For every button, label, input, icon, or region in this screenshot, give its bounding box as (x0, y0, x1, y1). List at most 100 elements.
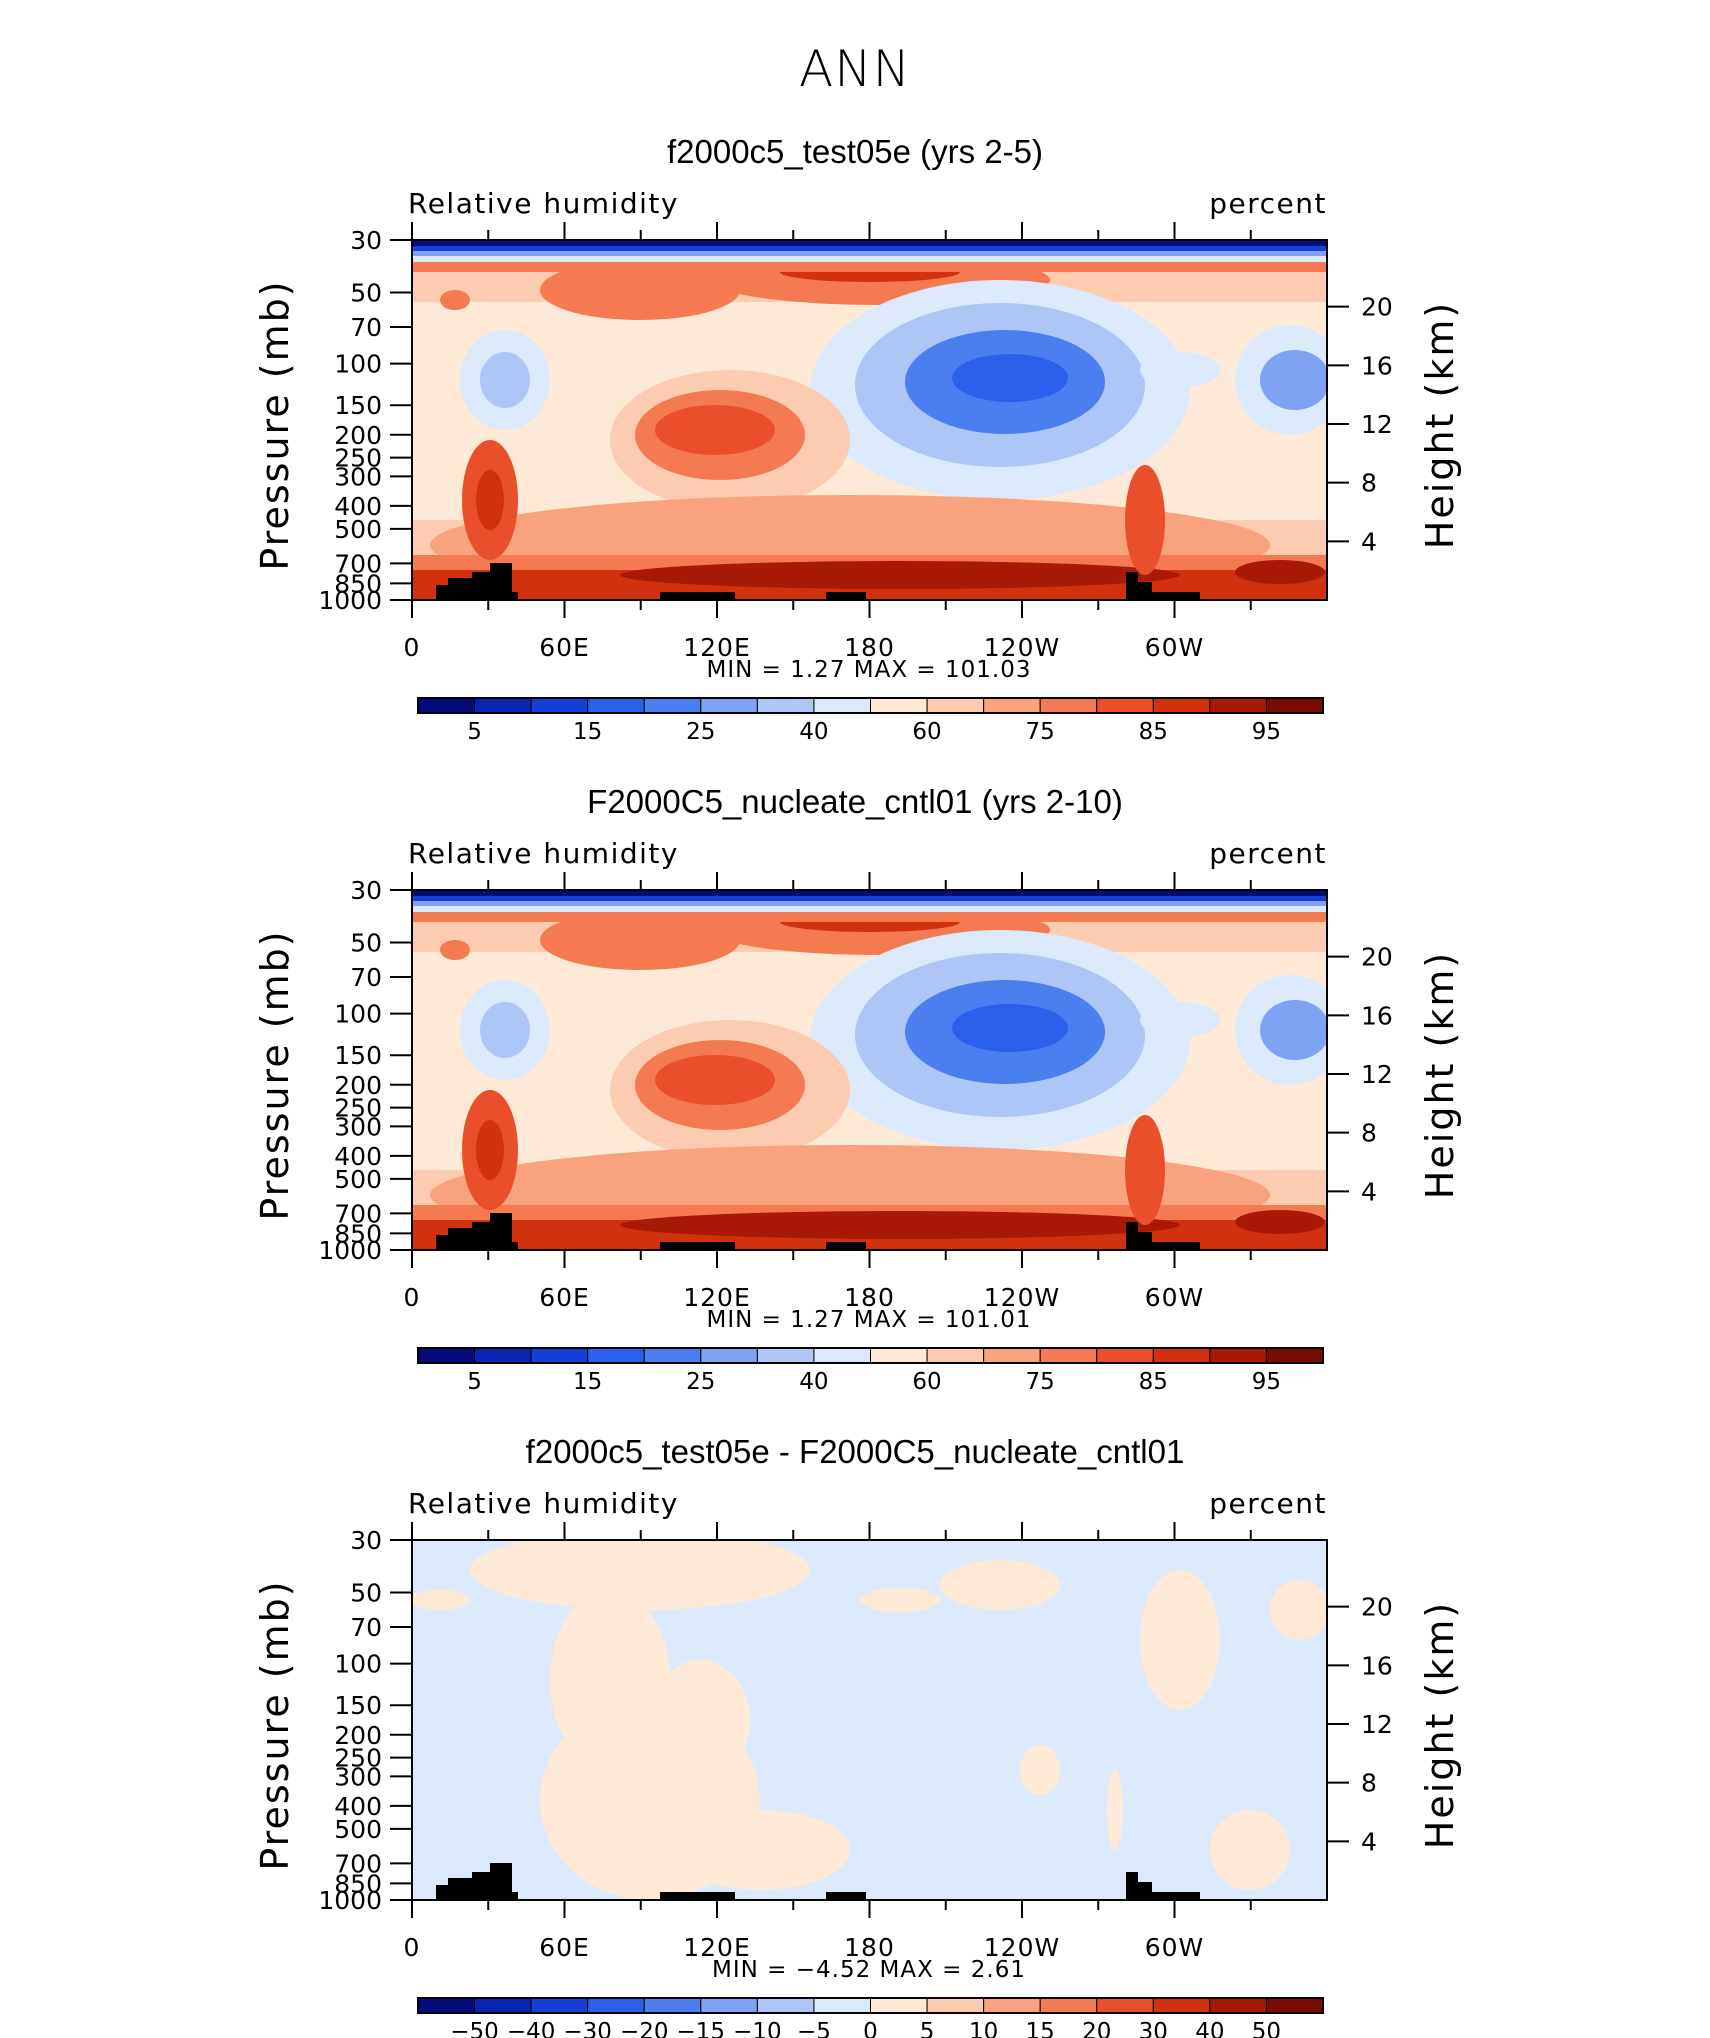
boundary-moist-5 (620, 561, 1180, 589)
strat-dry-1 (412, 240, 1327, 246)
colorbar-frame (417, 1997, 1324, 2014)
colorbar-label: 25 (686, 719, 715, 745)
y-tick-label: 500 (334, 1815, 382, 1844)
strat-dry-3 (412, 901, 1327, 906)
dry-zone-4 (952, 354, 1068, 402)
left-field-label: Relative humidity (408, 1487, 679, 1520)
x-tick-label: 180 (844, 633, 895, 662)
colorbar-label: 40 (799, 1369, 828, 1395)
y-tick-label: 1000 (318, 1886, 382, 1915)
y-tick-label: 100 (334, 1000, 382, 1029)
colorbar-box (870, 1997, 928, 2014)
y2-tick-label: 16 (1361, 1001, 1393, 1030)
y-axis-title: Pressure (mb) (253, 279, 297, 570)
colorbar-box (983, 1997, 1041, 2014)
colorbar-label: 40 (1195, 2019, 1224, 2038)
y2-tick-label: 20 (1361, 943, 1393, 972)
colorbar-label: 60 (912, 1369, 941, 1395)
colorbar-label: 5 (920, 2019, 935, 2038)
africa-plume-core (476, 1120, 504, 1180)
y2-axis-title: Height (km) (1418, 951, 1462, 1199)
colorbar-label: 15 (1026, 2019, 1055, 2038)
y-axis-title: Pressure (mb) (253, 929, 297, 1220)
boundary-moist-5 (1235, 560, 1325, 584)
y2-tick-label: 12 (1361, 410, 1393, 439)
y-tick-label: 100 (334, 350, 382, 379)
colorbar-box (1152, 1997, 1211, 2014)
x-tick-label: 0 (404, 1933, 421, 1962)
colorbar-label: 25 (686, 1369, 715, 1395)
upper-moist-spot (440, 940, 470, 960)
positive-anomaly (670, 1810, 850, 1890)
y-tick-label: 400 (334, 1792, 382, 1821)
terrain-andes (1126, 572, 1200, 600)
left-field-label: Relative humidity (408, 187, 679, 220)
panel-1-chart: Relative humidity percent 0 60E 120E 180 120W 6… (253, 187, 1462, 745)
y2-tick-label: 8 (1361, 1119, 1377, 1148)
y-tick-label: 70 (350, 313, 382, 342)
y2-tick-label: 12 (1361, 1060, 1393, 1089)
colorbar-box (587, 1997, 645, 2014)
colorbar-box (926, 1997, 985, 2014)
y-tick-label: 50 (350, 928, 382, 957)
colorbar-label: −30 (563, 2019, 612, 2038)
field-layer (412, 1540, 1327, 1900)
dry-patch (480, 1002, 530, 1058)
colorbar-label: −5 (797, 2019, 831, 2038)
y-tick-label: 30 (350, 876, 382, 905)
dry-patch (1260, 1000, 1327, 1060)
colorbar-label: 40 (799, 719, 828, 745)
units-label: percent (1209, 187, 1327, 220)
y-tick-label: 150 (334, 1691, 382, 1720)
upper-moist-core (540, 910, 740, 970)
colorbar-box (474, 1997, 532, 2014)
colorbar-box (1265, 1997, 1324, 2014)
y-tick-label: 70 (350, 1613, 382, 1642)
panel-2-chart: Relative humidity percent 0 60E 120E 180 120W 6… (253, 837, 1462, 1395)
positive-anomaly (1140, 1570, 1220, 1710)
x-tick-label: 180 (844, 1933, 895, 1962)
strat-dry-1 (412, 890, 1327, 896)
strat-dry-3 (412, 251, 1327, 256)
y2-tick-label: 20 (1361, 293, 1393, 322)
y-tick-label: 150 (334, 1041, 382, 1070)
x-tick-label: 120E (683, 1933, 751, 1962)
y-tick-label: 30 (350, 1526, 382, 1555)
terrain-pacific-island (826, 1242, 866, 1250)
field-layer (412, 890, 1327, 1250)
terrain-andes (1126, 1222, 1200, 1250)
y-tick-label: 400 (334, 492, 382, 521)
x-tick-label: 60E (539, 1933, 590, 1962)
min-max-stats: MIN = −4.52 MAX = 2.61 (712, 1957, 1026, 1983)
y-tick-label: 400 (334, 1142, 382, 1171)
terrain-maritime (660, 592, 735, 600)
y2-tick-label: 4 (1361, 527, 1377, 556)
x-tick-label: 60E (539, 1283, 590, 1312)
y2-tick-label: 8 (1361, 1769, 1377, 1798)
y-tick-label: 250 (334, 1094, 382, 1123)
colorbar-box (756, 1997, 815, 2014)
colorbar-label: 95 (1252, 1369, 1281, 1395)
figure-title: ANN (798, 40, 911, 98)
dry-patch (1140, 352, 1220, 388)
colorbar-label: 15 (573, 719, 602, 745)
y-tick-label: 500 (334, 1165, 382, 1194)
y-tick-label: 200 (334, 421, 382, 450)
colorbar-box (1209, 1997, 1267, 2014)
x-tick-label: 120W (984, 1933, 1060, 1962)
y-tick-label: 850 (334, 1219, 382, 1248)
colorbar-label: 5 (467, 719, 482, 745)
x-tick-label: 0 (404, 633, 421, 662)
y-tick-label: 1000 (318, 1236, 382, 1265)
strat-dry-2 (412, 246, 1327, 251)
colorbar-label: 85 (1139, 1369, 1168, 1395)
panel-2-title: F2000C5_nucleate_cntl01 (yrs 2-10) (587, 783, 1123, 820)
y2-tick-label: 20 (1361, 1593, 1393, 1622)
left-field-label: Relative humidity (408, 837, 679, 870)
colorbar-label: 5 (467, 1369, 482, 1395)
colorbar-box (700, 1997, 758, 2014)
y-tick-label: 50 (350, 1578, 382, 1607)
y-tick-label: 700 (334, 1199, 382, 1228)
terrain-africa (436, 1213, 518, 1250)
y-tick-label: 300 (334, 462, 382, 491)
